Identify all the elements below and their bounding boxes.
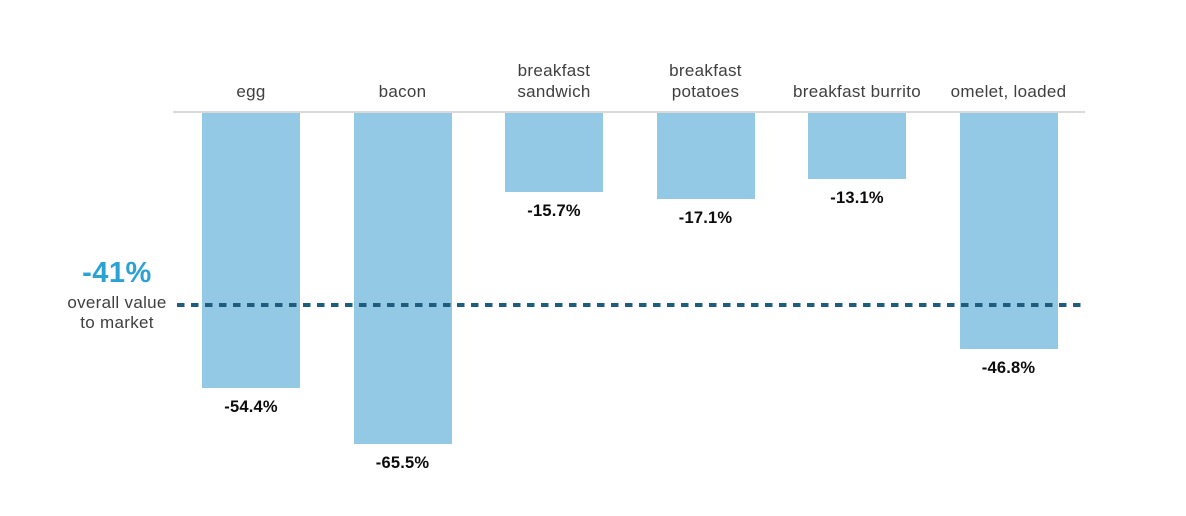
category-label-bacon: bacon [378,82,427,101]
bar-omelet-loaded [959,113,1058,350]
bar-breakfast-burrito [808,113,906,180]
category-label-breakfast-burrito: breakfast burrito [793,82,921,101]
zero-axis-line [173,111,1085,113]
reference-value-label: -41% [82,257,152,289]
category-label-breakfast-sandwich: breakfast sandwich [517,61,591,101]
bar-breakfast-potatoes [656,113,755,200]
reference-description-line2: to market [80,312,154,332]
value-label-egg: -54.4% [224,397,278,416]
value-label-breakfast-sandwich: -15.7% [527,202,581,221]
reference-description-line1: overall value [67,293,167,312]
value-label-bacon: -65.5% [375,453,430,472]
category-label-omelet-loaded: omelet, loaded [950,82,1067,101]
value-label-breakfast-burrito: -13.1% [830,189,884,208]
category-label-egg: egg [236,82,266,101]
reference-dashed-line [177,303,1085,307]
bar-egg [202,113,300,388]
bar-bacon [353,113,452,444]
value-label-omelet-loaded: -46.8% [981,359,1036,378]
value-label-breakfast-potatoes: -17.1% [678,209,733,228]
reference-description: overall value to market [37,293,197,332]
bar-breakfast-sandwich [505,113,603,193]
reference-annotation: -41% overall value to market [37,257,197,332]
category-label-breakfast-potatoes: breakfast potatoes [669,61,742,101]
